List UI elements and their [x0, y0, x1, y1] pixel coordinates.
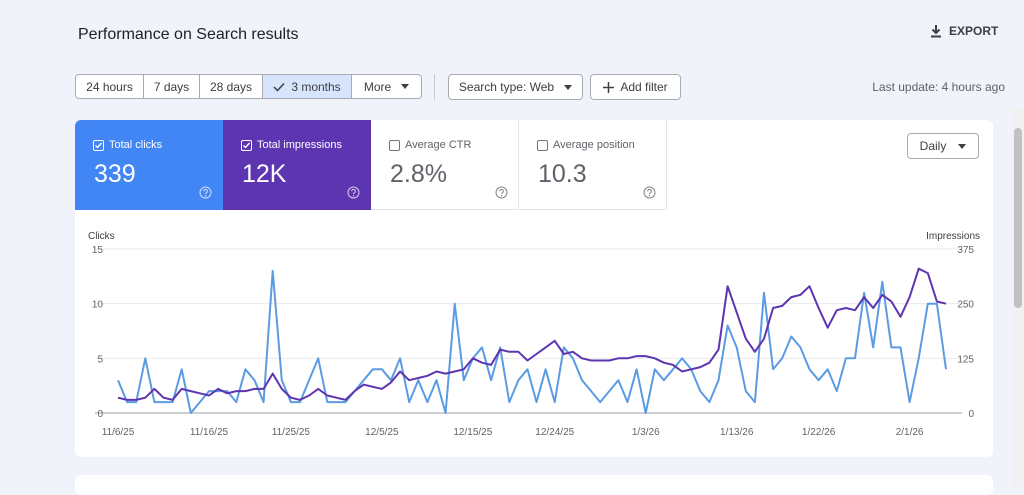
help-mark: [647, 188, 652, 195]
help-icon: [199, 186, 212, 199]
range-label: 3 months: [291, 79, 341, 94]
range-button[interactable]: 7 days: [143, 74, 200, 99]
metric-label: Total impressions: [257, 139, 342, 151]
search-type-label: Search type: Web: [458, 80, 555, 94]
export-button[interactable]: EXPORT: [929, 24, 998, 38]
metric-label-row: Average position: [537, 139, 635, 151]
metric-label: Average position: [553, 139, 635, 151]
metric-label-row: Average CTR: [389, 139, 471, 151]
metric-value: 10.3: [538, 160, 587, 188]
add-filter-label: Add filter: [620, 80, 668, 94]
checkbox: [537, 139, 548, 151]
metric-tile[interactable]: Average CTR 2.8%: [371, 120, 519, 210]
metric-tile[interactable]: Average position 10.3: [519, 120, 667, 210]
checkbox: [93, 139, 104, 151]
metric-value: 339: [94, 160, 136, 188]
metric-label: Total clicks: [109, 139, 163, 151]
download-icon: [931, 25, 941, 38]
search-type-button[interactable]: Search type: Web: [448, 74, 583, 100]
help-circle: [347, 186, 360, 199]
more-button[interactable]: More: [351, 74, 422, 99]
checkbox: [241, 139, 252, 151]
help-icon: [495, 186, 508, 199]
metric-value: 12K: [242, 160, 287, 188]
export-label: EXPORT: [949, 24, 999, 38]
granularity-button[interactable]: Daily: [907, 133, 979, 159]
metric-label-row: Total clicks: [93, 139, 162, 151]
caret: [958, 143, 967, 149]
add-filter-button[interactable]: Add filter: [590, 74, 681, 100]
help-mark: [499, 188, 504, 195]
help-icon: [643, 186, 656, 199]
help-circle: [643, 186, 656, 199]
caret: [401, 84, 410, 89]
range-button-selected[interactable]: 3 months: [262, 74, 352, 99]
checkbox-box: [389, 139, 400, 151]
scrollbar[interactable]: [1012, 108, 1024, 486]
range-button[interactable]: 24 hours: [75, 74, 144, 99]
help-icon: [347, 186, 360, 199]
help-mark: [351, 188, 356, 195]
checkbox-box: [241, 139, 252, 151]
caret: [564, 84, 573, 90]
checkbox-box: [93, 139, 104, 151]
more-label: More: [363, 79, 392, 94]
help-circle: [199, 186, 212, 199]
next-card: [75, 475, 993, 495]
help-mark: [203, 188, 208, 195]
help-dot: [648, 195, 651, 197]
page-title: Performance on Search results: [78, 26, 299, 43]
metric-tile[interactable]: Total clicks 339: [75, 120, 223, 210]
metric-value: 2.8%: [390, 160, 447, 188]
scrollbar-thumb[interactable]: [1014, 128, 1022, 308]
range-button[interactable]: 28 days: [199, 74, 263, 99]
plus-icon: [603, 81, 615, 93]
help-dot: [500, 195, 503, 197]
metric-label-row: Total impressions: [241, 139, 342, 151]
metric-tile[interactable]: Total impressions 12K: [223, 120, 371, 210]
separator: [434, 74, 435, 100]
check-icon: [273, 82, 285, 92]
granularity-label: Daily: [919, 139, 947, 153]
checkbox-check: [95, 142, 103, 149]
last-update: Last update: 4 hours ago: [872, 80, 1005, 94]
metric-label: Average CTR: [405, 139, 472, 151]
help-dot: [204, 195, 207, 197]
checkbox-check: [243, 142, 251, 149]
help-dot: [352, 195, 355, 197]
checkbox-box: [537, 139, 548, 151]
help-circle: [495, 186, 508, 199]
checkbox: [389, 139, 400, 151]
